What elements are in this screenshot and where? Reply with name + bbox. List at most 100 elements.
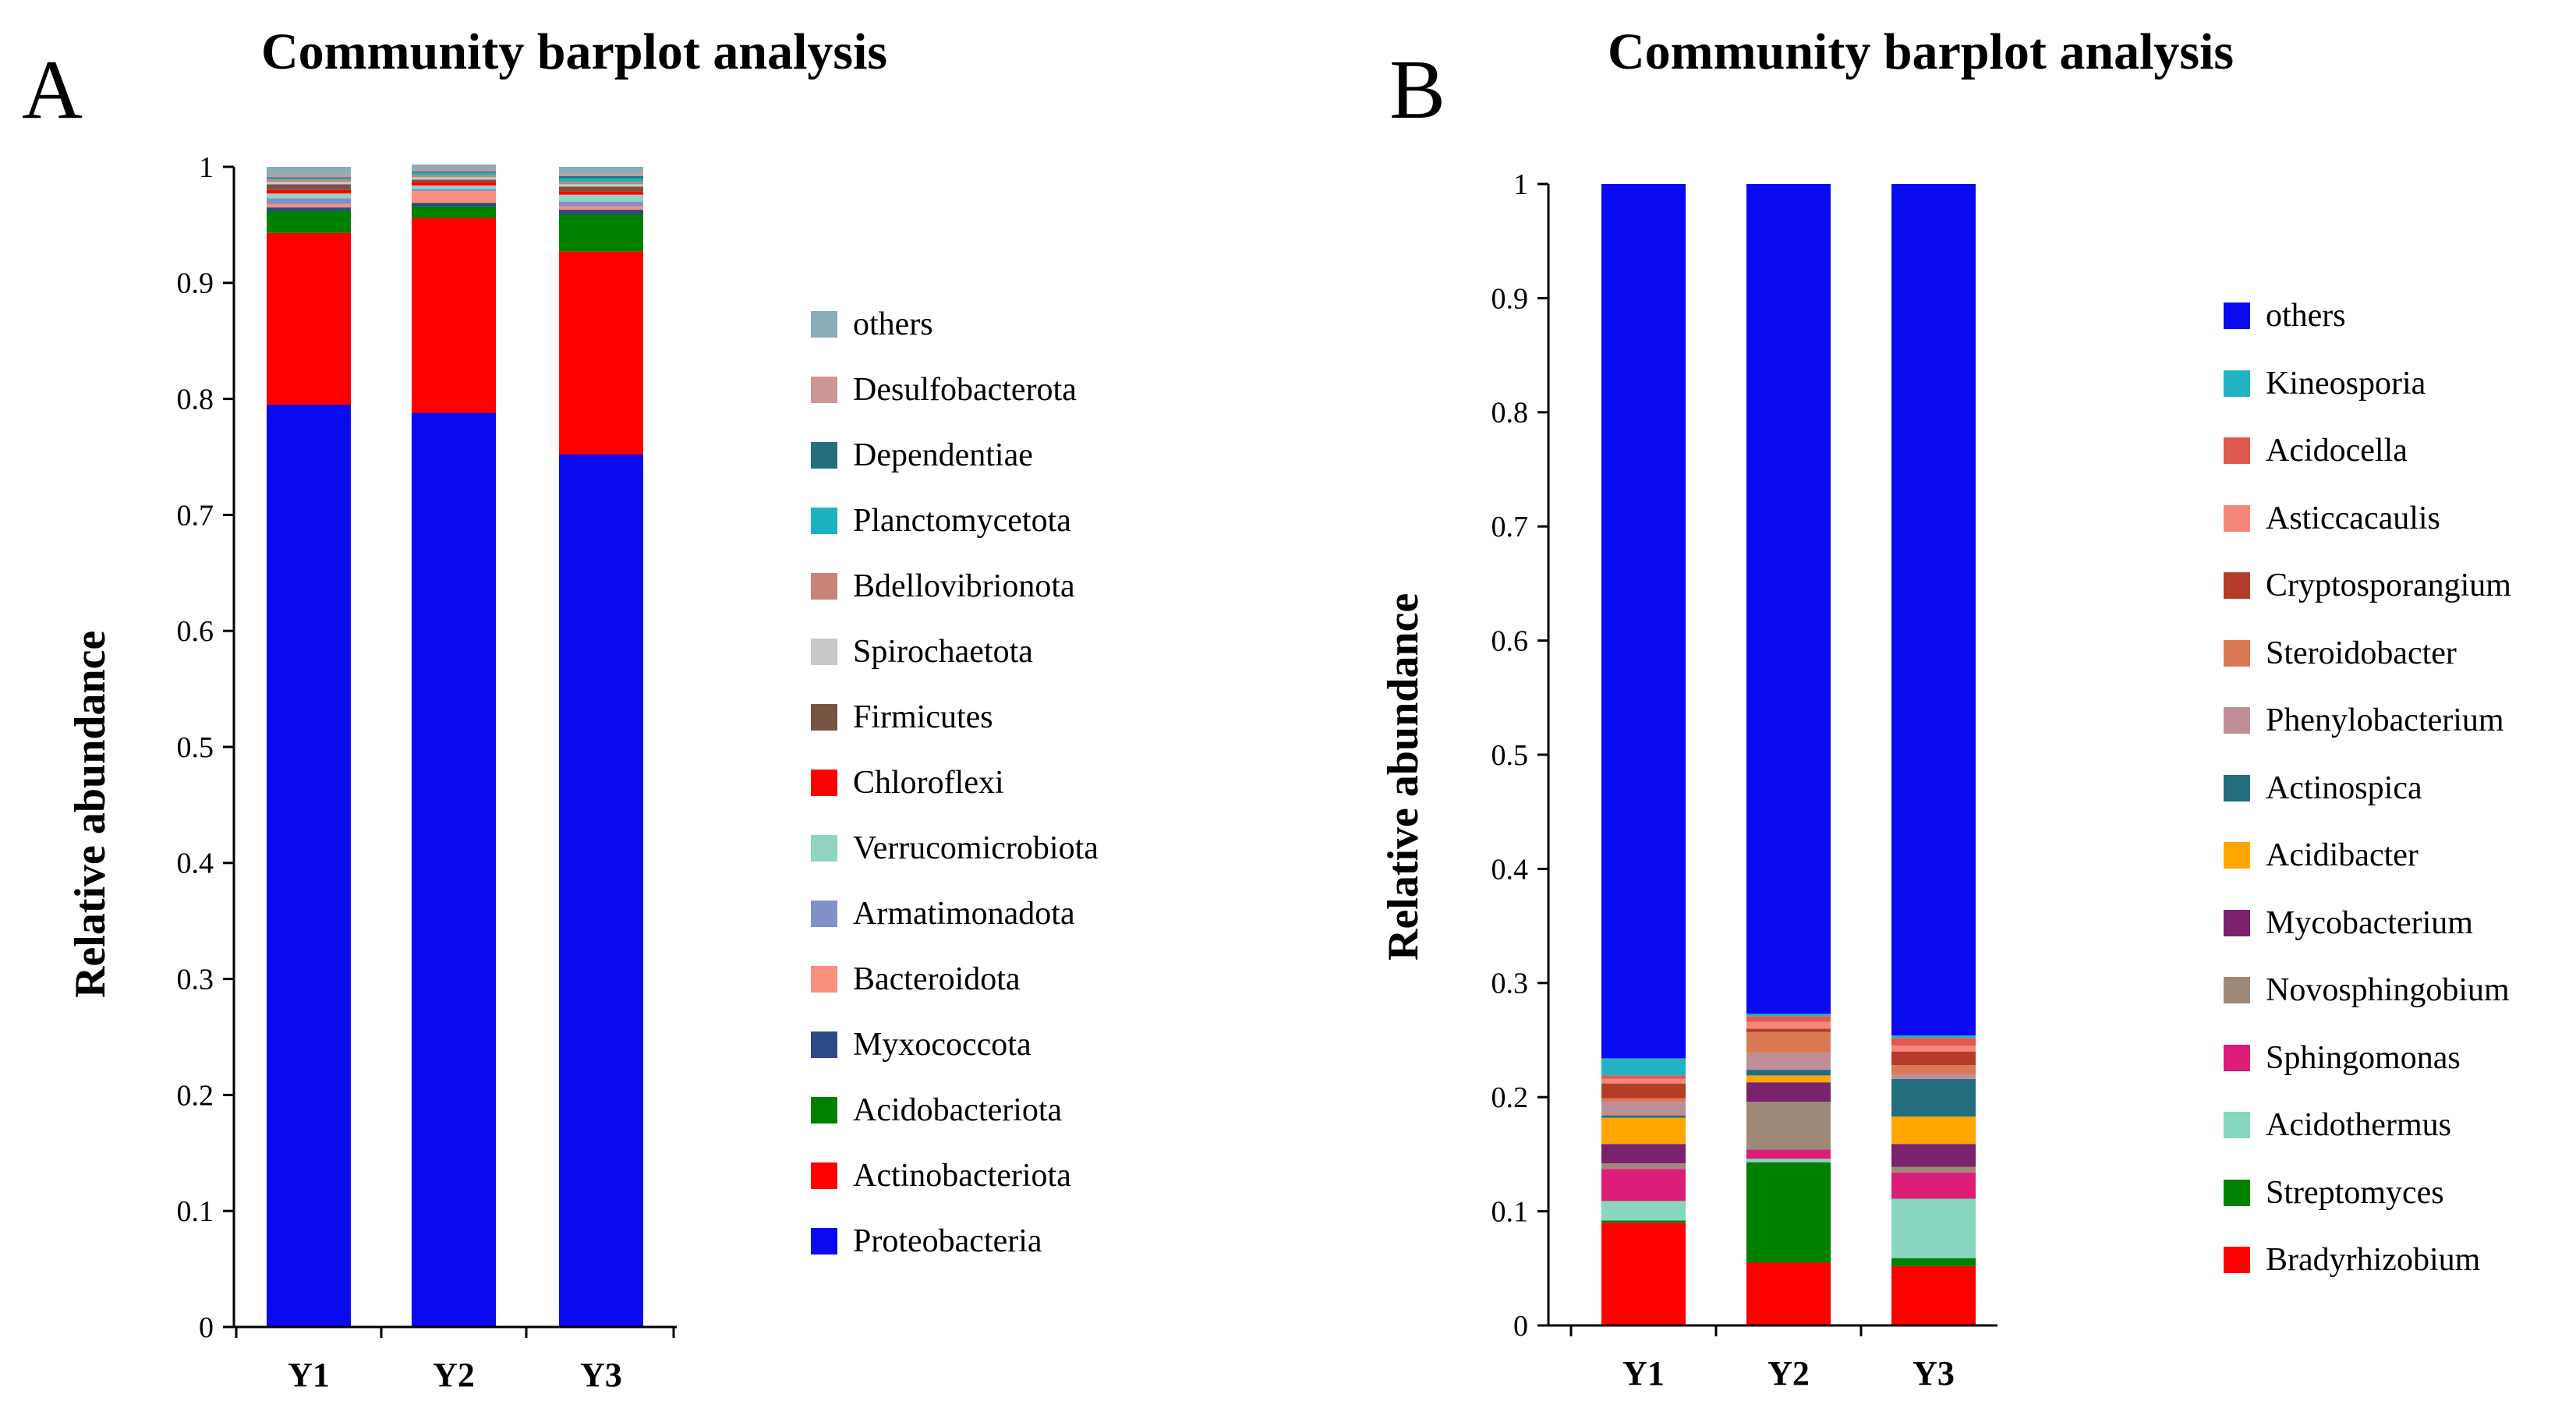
- bar-segment-b-y1-novosphingobium: [1601, 1163, 1686, 1170]
- legend-item-b: Acidibacter: [2224, 822, 2511, 890]
- legend-label-b: Novosphingobium: [2266, 972, 2510, 1009]
- legend-item-a: Bdellovibrionota: [811, 554, 1099, 619]
- bar-segment-a-y1-others: [267, 167, 351, 175]
- bar-segment-b-y2-cryptosporangium: [1746, 1028, 1831, 1032]
- legend-item-b: Novosphingobium: [2224, 957, 2511, 1024]
- legend-swatch-b: [2224, 572, 2250, 600]
- bar-segment-a-y2-chloroflexi: [412, 182, 496, 186]
- bar-segment-b-y1-steroidobacter: [1601, 1098, 1686, 1102]
- y-tick-label-a: 0.1: [177, 1195, 214, 1228]
- y-tick-label-b: 1: [1513, 168, 1528, 201]
- legend-label-b: Bradyrhizobium: [2266, 1242, 2481, 1279]
- x-category-label-a-y2: Y2: [433, 1356, 475, 1394]
- bar-segment-a-y3-others: [559, 167, 643, 174]
- legend-label-a: Proteobacteria: [853, 1223, 1042, 1259]
- legend-swatch-b: [2224, 303, 2250, 330]
- bar-segment-a-y1-armatimonadota: [267, 198, 351, 204]
- y-tick-label-a: 0.8: [177, 384, 214, 416]
- legend-swatch-b: [2224, 977, 2250, 1004]
- bar-segment-a-y3-myxococcota: [559, 210, 643, 215]
- legend-a: others Desulfobacterota Dependentiae Planct…: [811, 292, 1099, 1274]
- y-tick-label-b: 0.7: [1491, 511, 1529, 543]
- bar-segment-b-y3-sphingomonas: [1891, 1172, 1976, 1199]
- bar-segment-b-y3-novosphingobium: [1891, 1166, 1976, 1173]
- legend-label-b: Kineosporia: [2266, 365, 2426, 402]
- bar-segment-a-y3-verrucomicrobiota: [559, 194, 643, 202]
- bar-segment-a-y1-spirochaetota: [267, 182, 351, 185]
- bar-segment-a-y2-bdellovibrionota: [412, 175, 496, 178]
- legend-swatch-a: [811, 901, 837, 927]
- panel-label-a: A: [22, 44, 83, 136]
- legend-item-b: Sphingomonas: [2224, 1024, 2511, 1092]
- legend-item-b: Streptomyces: [2224, 1159, 2511, 1227]
- legend-item-a: Planctomycetota: [811, 488, 1099, 554]
- bar-segment-b-y2-bradyrhizobium: [1746, 1262, 1831, 1325]
- legend-label-a: Planctomycetota: [853, 503, 1071, 539]
- legend-item-a: Armatimonadota: [811, 881, 1099, 947]
- bar-segment-a-y2-proteobacteria: [412, 412, 496, 1327]
- y-tick-label-b: 0.3: [1491, 968, 1529, 1000]
- legend-label-a: Spirochaetota: [853, 634, 1033, 670]
- legend-item-a: Bacteroidota: [811, 947, 1099, 1012]
- bar-segment-b-y3-acidothermus: [1891, 1198, 1976, 1258]
- bar-segment-b-y3-actinospica: [1891, 1078, 1976, 1117]
- bar-segment-a-y1-chloroflexi: [267, 189, 351, 194]
- legend-item-a: Verrucomicrobiota: [811, 816, 1099, 881]
- legend-swatch-a: [811, 442, 837, 469]
- legend-item-b: Steroidobacter: [2224, 620, 2511, 688]
- bar-segment-a-y3-firmicutes: [559, 186, 643, 192]
- y-tick-label-b: 0.9: [1491, 282, 1529, 315]
- x-category-label-b-y3: Y3: [1913, 1354, 1955, 1392]
- legend-label-a: Verrucomicrobiota: [853, 830, 1099, 866]
- legend-item-a: Firmicutes: [811, 685, 1099, 750]
- bar-segment-b-y2-phenylobacterium: [1746, 1053, 1831, 1070]
- legend-swatch-b: [2224, 1112, 2250, 1139]
- legend-label-b: Streptomyces: [2266, 1174, 2444, 1211]
- bar-segment-a-y2-spirochaetota: [412, 177, 496, 180]
- legend-item-a: Spirochaetota: [811, 619, 1099, 685]
- bar-segment-a-y1-firmicutes: [267, 184, 351, 190]
- legend-swatch-b: [2224, 1247, 2250, 1274]
- bar-segment-b-y2-acidothermus: [1746, 1159, 1831, 1162]
- y-tick-label-a: 0.7: [177, 499, 214, 532]
- y-tick-label-b: 0.4: [1491, 853, 1529, 886]
- legend-swatch-a: [811, 1228, 837, 1254]
- bar-segment-b-y3-phenylobacterium: [1891, 1074, 1976, 1079]
- legend-swatch-b: [2224, 707, 2250, 734]
- y-tick-label-b: 0.2: [1491, 1081, 1529, 1114]
- y-tick-label-b: 0: [1513, 1310, 1528, 1343]
- bar-segment-b-y1-acidibacter: [1601, 1117, 1686, 1145]
- legend-item-b: Bradyrhizobium: [2224, 1226, 2511, 1294]
- bar-segment-a-y1-desulfobacterota: [267, 175, 351, 178]
- panel-label-b: B: [1389, 44, 1446, 136]
- bar-segment-a-y3-bdellovibrionota: [559, 182, 643, 185]
- legend-item-a: Chloroflexi: [811, 750, 1099, 816]
- bar-segment-a-y1-actinobacteriota: [267, 232, 351, 405]
- bar-segment-a-y2-armatimonadota: [412, 189, 496, 192]
- bar-segment-a-y3-spirochaetota: [559, 184, 643, 187]
- legend-label-a: Actinobacteriota: [853, 1158, 1071, 1194]
- legend-swatch-b: [2224, 909, 2250, 936]
- bar-segment-b-y1-bradyrhizobium: [1601, 1223, 1686, 1325]
- bar-segment-b-y2-mycobacterium: [1746, 1082, 1831, 1102]
- bar-segment-b-y3-acidocella: [1891, 1038, 1976, 1046]
- bar-segment-a-y2-firmicutes: [412, 179, 496, 182]
- bar-segment-b-y2-acidocella: [1746, 1016, 1831, 1022]
- bar-segment-a-y1-verrucomicrobiota: [267, 193, 351, 199]
- y-tick-label-a: 0.3: [177, 964, 214, 996]
- bar-segment-a-y3-desulfobacterota: [559, 173, 643, 176]
- legend-label-b: Mycobacterium: [2266, 904, 2473, 941]
- legend-swatch-b: [2224, 774, 2250, 802]
- bar-segment-b-y1-sphingomonas: [1601, 1169, 1686, 1201]
- legend-label-b: Sphingomonas: [2266, 1039, 2461, 1076]
- bar-segment-a-y2-bacteroidota: [412, 191, 496, 203]
- bar-segment-a-y3-proteobacteria: [559, 455, 643, 1328]
- legend-item-a: others: [811, 292, 1099, 357]
- legend-swatch-a: [811, 1032, 837, 1058]
- bar-segment-b-y1-others: [1601, 184, 1686, 1059]
- bar-segment-a-y1-acidobacteriota: [267, 211, 351, 233]
- bar-segment-a-y3-acidobacteriota: [559, 214, 643, 252]
- legend-item-a: Actinobacteriota: [811, 1143, 1099, 1208]
- bar-segment-b-y3-acidibacter: [1891, 1116, 1976, 1145]
